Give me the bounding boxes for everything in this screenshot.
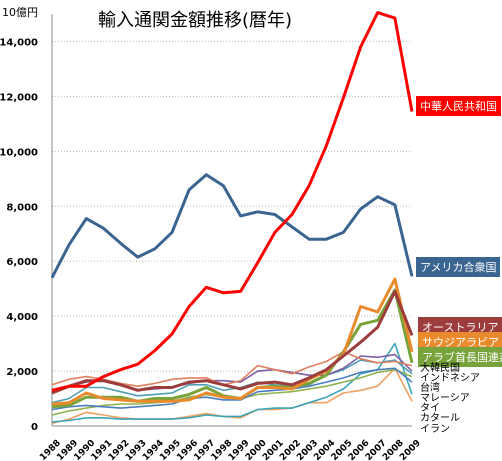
y-tick-label: 2,000: [6, 367, 38, 378]
y-tick-label: 0: [31, 422, 38, 433]
series-line: [51, 367, 413, 411]
y-tick-label: 6,000: [6, 257, 38, 268]
y-tick-label: 12,000: [0, 92, 38, 103]
series-label: アメリカ合衆国: [416, 257, 501, 277]
series-label: 中華人民共和国: [416, 96, 501, 116]
y-unit-label: 10億円: [2, 6, 38, 19]
y-tick-label: 4,000: [6, 312, 38, 323]
series-label: アラブ首長国連邦: [418, 347, 502, 367]
series-line: [50, 173, 414, 279]
y-tick-label: 14,000: [0, 37, 38, 48]
y-tick-label: 8,000: [6, 202, 38, 213]
series-label: イラン: [420, 424, 450, 435]
chart-title: 輸入通関金額推移(暦年): [98, 10, 293, 31]
series-line: [51, 11, 414, 392]
series-label: 大韓民国: [420, 363, 460, 374]
series-label: カタール: [420, 413, 460, 424]
series-line: [51, 342, 413, 423]
series-label: タイ: [420, 403, 440, 414]
series-label: マレーシア: [420, 393, 470, 404]
series-line: [51, 359, 413, 404]
y-tick-label: 10,000: [0, 147, 38, 158]
series-label: インドネシア: [420, 373, 480, 384]
series-label: 台湾: [420, 383, 440, 394]
series-line: [51, 277, 414, 406]
series-line: [51, 289, 414, 395]
